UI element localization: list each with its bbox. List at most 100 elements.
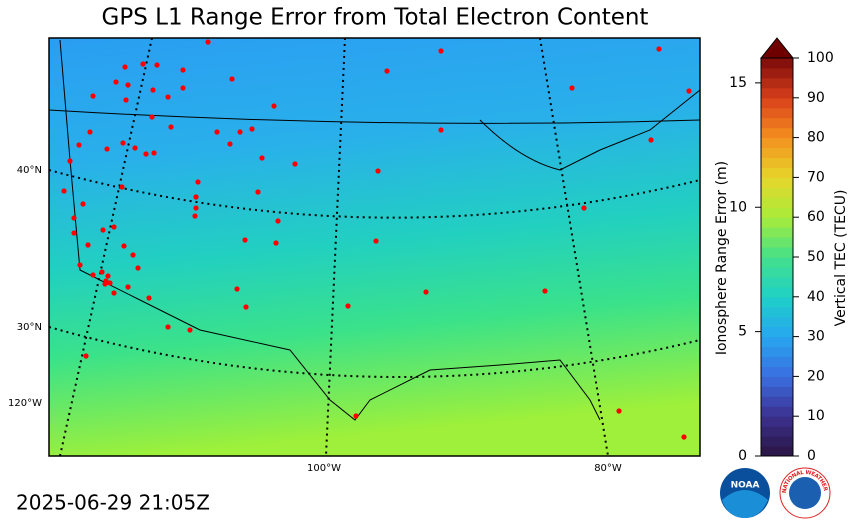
- station: [90, 272, 96, 278]
- station: [151, 150, 157, 156]
- coastline: [479, 89, 700, 171]
- station: [146, 295, 152, 301]
- map-frame: [48, 37, 701, 457]
- station: [373, 238, 379, 244]
- left-tick-label: 10: [729, 199, 747, 215]
- station: [255, 189, 261, 195]
- station: [100, 227, 106, 233]
- colorbar-level: [761, 386, 793, 397]
- station: [243, 304, 249, 310]
- right-tick-label: 40: [807, 289, 825, 305]
- station: [192, 213, 198, 219]
- colorbar-level: [761, 336, 793, 348]
- colorbar-level: [761, 247, 793, 258]
- colorbar-level: [761, 67, 793, 79]
- right-tick-label: 30: [807, 329, 825, 345]
- station: [120, 140, 126, 146]
- station: [193, 194, 199, 200]
- station: [111, 290, 117, 296]
- colorbar-level: [761, 117, 793, 129]
- station: [119, 184, 125, 190]
- station: [195, 179, 201, 185]
- colorbar-level: [761, 316, 793, 328]
- station: [242, 237, 248, 243]
- station: [67, 158, 73, 164]
- station: [205, 39, 211, 45]
- station: [99, 269, 105, 275]
- right-tick-label: 90: [807, 90, 825, 106]
- colorbar-level: [761, 266, 793, 278]
- right-tick-label: 50: [807, 249, 825, 265]
- station: [149, 114, 155, 120]
- station: [154, 62, 160, 68]
- colorbar-level: [761, 147, 793, 158]
- stations: [61, 39, 692, 440]
- station: [165, 94, 171, 100]
- noaa-text: NOAA: [731, 481, 760, 491]
- station: [90, 93, 96, 99]
- left-tick-label: 15: [729, 75, 747, 91]
- colorbar-level: [761, 276, 793, 288]
- station: [214, 129, 220, 135]
- station: [237, 129, 243, 135]
- station: [616, 408, 622, 414]
- colorbar-right-label: Vertical TEC (TECU): [833, 190, 849, 327]
- colorbar-level: [761, 137, 793, 149]
- station: [77, 262, 83, 268]
- station: [111, 224, 117, 230]
- station: [61, 188, 67, 194]
- right-tick-label: 0: [807, 448, 816, 464]
- station: [249, 126, 255, 132]
- station: [353, 413, 359, 419]
- colorbar-level: [761, 107, 793, 119]
- colorbar-level: [761, 127, 793, 139]
- station: [140, 61, 146, 67]
- colorbar-level: [761, 396, 793, 407]
- station: [104, 146, 110, 152]
- tec-field: [49, 38, 700, 456]
- station: [76, 142, 82, 148]
- station: [123, 97, 129, 103]
- station: [271, 103, 277, 109]
- station: [125, 284, 131, 290]
- right-tick-label: 10: [807, 408, 825, 424]
- station: [187, 327, 193, 333]
- station: [143, 151, 149, 157]
- noaa-logo: NOAA: [720, 468, 770, 518]
- station: [423, 289, 429, 295]
- colorbar-level: [761, 446, 793, 457]
- colorbar-level: [761, 376, 793, 387]
- station: [165, 324, 171, 330]
- colorbar-level: [761, 58, 793, 69]
- station: [71, 230, 77, 236]
- colorbar-level: [761, 406, 793, 417]
- right-tick-label: 60: [807, 209, 825, 225]
- station: [384, 68, 390, 74]
- left-tick-label: 0: [738, 448, 747, 464]
- colorbar-extend: [759, 37, 795, 59]
- station: [273, 240, 279, 246]
- station: [168, 124, 174, 130]
- colorbar-level: [761, 157, 793, 168]
- station: [180, 67, 186, 73]
- station: [193, 205, 199, 211]
- colorbar-level: [761, 326, 793, 338]
- station: [80, 201, 86, 207]
- lat-label: 40°N: [17, 165, 42, 176]
- colorbar-level: [761, 286, 793, 298]
- station: [438, 127, 444, 133]
- colorbar-level: [761, 187, 793, 198]
- colorbar: 0 5 10 15 0 10 20 30 40 50 60 70 80 90 100: [729, 37, 834, 464]
- station: [275, 218, 281, 224]
- station: [132, 145, 138, 151]
- colorbar-level: [761, 227, 793, 238]
- coastline: [59, 39, 601, 421]
- title: GPS L1 Range Error from Total Electron C…: [102, 5, 649, 31]
- border: [49, 109, 700, 124]
- right-tick-label: 20: [807, 368, 825, 384]
- colorbar-level: [761, 77, 793, 89]
- station: [83, 353, 89, 359]
- left-tick-label: 5: [738, 324, 747, 340]
- colorbar-level: [761, 306, 793, 318]
- colorbar-level: [761, 366, 793, 377]
